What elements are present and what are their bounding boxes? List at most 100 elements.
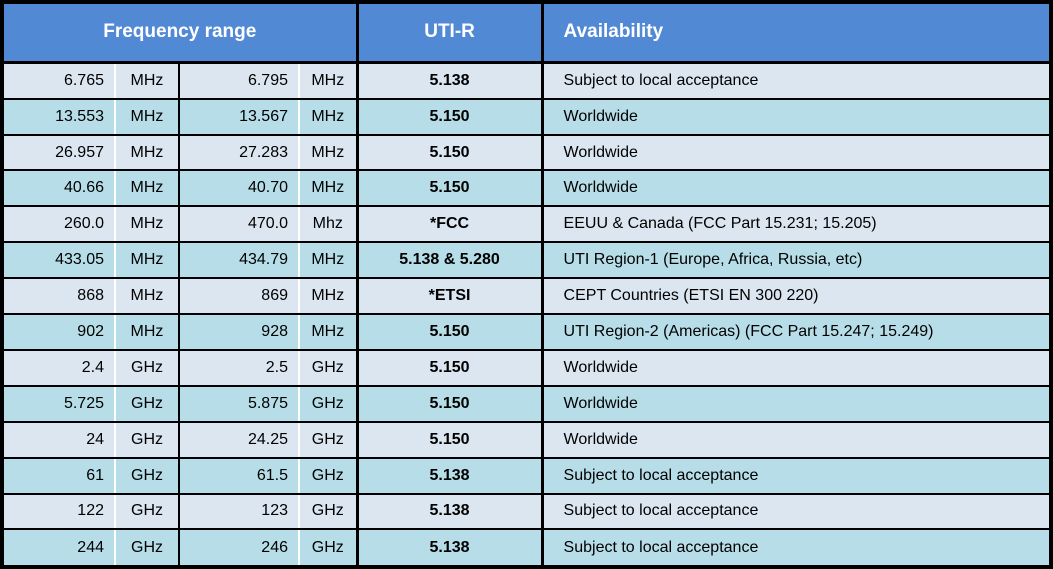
uti-r-value: 5.138 — [357, 529, 544, 568]
freq-from-unit: GHz — [115, 349, 180, 387]
freq-from-unit: MHz — [115, 170, 180, 208]
table-row: 122 GHz 123 GHz 5.138 Subject to local accept… — [2, 493, 1051, 531]
freq-from-value: 40.66 — [2, 170, 116, 208]
freq-from-unit: GHz — [115, 385, 180, 423]
table-row: 6.765 MHz 6.795 MHz 5.138 Subject to local ac… — [2, 62, 1051, 100]
freq-from-unit: MHz — [115, 206, 180, 244]
table-row: 40.66 MHz 40.70 MHz 5.150 Worldwide — [2, 170, 1051, 208]
freq-to-value: 6.795 — [179, 62, 300, 100]
uti-r-value: *FCC — [357, 206, 544, 244]
freq-from-value: 2.4 — [2, 349, 116, 387]
header-availability: Availability — [542, 2, 1051, 64]
availability-value: CEPT Countries (ETSI EN 300 220) — [542, 278, 1051, 316]
freq-from-value: 26.957 — [2, 134, 116, 172]
freq-from-value: 433.05 — [2, 242, 116, 280]
table-row: 26.957 MHz 27.283 MHz 5.150 Worldwide — [2, 134, 1051, 172]
freq-from-value: 24 — [2, 421, 116, 459]
freq-to-unit: MHz — [299, 242, 359, 280]
availability-value: Worldwide — [542, 385, 1051, 423]
freq-to-unit: MHz — [299, 134, 359, 172]
availability-value: Worldwide — [542, 170, 1051, 208]
freq-from-value: 13.553 — [2, 98, 116, 136]
freq-to-value: 40.70 — [179, 170, 300, 208]
freq-from-unit: MHz — [115, 134, 180, 172]
uti-r-value: 5.138 — [357, 493, 544, 531]
header-row: Frequency range UTI-R Availability — [2, 2, 1051, 64]
uti-r-value: 5.138 — [357, 62, 544, 100]
freq-from-unit: MHz — [115, 98, 180, 136]
table-row: 902 MHz 928 MHz 5.150 UTI Region-2 (Americas)… — [2, 314, 1051, 351]
availability-value: Subject to local acceptance — [542, 457, 1051, 495]
freq-from-value: 5.725 — [2, 385, 116, 423]
freq-to-unit: Mhz — [299, 206, 359, 244]
freq-from-unit: MHz — [115, 314, 180, 351]
availability-value: EEUU & Canada (FCC Part 15.231; 15.205) — [542, 206, 1051, 244]
freq-from-unit: GHz — [115, 529, 180, 568]
availability-value: Subject to local acceptance — [542, 493, 1051, 531]
freq-to-value: 13.567 — [179, 98, 300, 136]
availability-value: UTI Region-1 (Europe, Africa, Russia, et… — [542, 242, 1051, 280]
uti-r-value: 5.150 — [357, 170, 544, 208]
freq-to-unit: MHz — [299, 98, 359, 136]
freq-to-unit: GHz — [299, 349, 359, 387]
uti-r-value: 5.150 — [357, 349, 544, 387]
freq-to-unit: GHz — [299, 421, 359, 459]
header-uti-r: UTI-R — [357, 2, 544, 64]
table-row: 2.4 GHz 2.5 GHz 5.150 Worldwide — [2, 349, 1051, 387]
table-row: 61 GHz 61.5 GHz 5.138 Subject to local accept… — [2, 457, 1051, 495]
freq-from-unit: MHz — [115, 242, 180, 280]
availability-value: UTI Region-2 (Americas) (FCC Part 15.247… — [542, 314, 1051, 351]
freq-to-value: 123 — [179, 493, 300, 531]
freq-from-value: 868 — [2, 278, 116, 316]
availability-value: Subject to local acceptance — [542, 529, 1051, 568]
freq-from-value: 260.0 — [2, 206, 116, 244]
uti-r-value: 5.138 & 5.280 — [357, 242, 544, 280]
freq-to-unit: GHz — [299, 457, 359, 495]
table-row: 244 GHz 246 GHz 5.138 Subject to local accept… — [2, 529, 1051, 568]
freq-to-value: 928 — [179, 314, 300, 351]
freq-to-unit: MHz — [299, 62, 359, 100]
freq-to-value: 61.5 — [179, 457, 300, 495]
uti-r-value: 5.138 — [357, 457, 544, 495]
table-row: 13.553 MHz 13.567 MHz 5.150 Worldwide — [2, 98, 1051, 136]
uti-r-value: 5.150 — [357, 385, 544, 423]
table-row: 24 GHz 24.25 GHz 5.150 Worldwide — [2, 421, 1051, 459]
uti-r-value: 5.150 — [357, 98, 544, 136]
availability-value: Worldwide — [542, 134, 1051, 172]
header-frequency-range: Frequency range — [2, 2, 359, 64]
freq-to-unit: GHz — [299, 529, 359, 568]
availability-value: Subject to local acceptance — [542, 62, 1051, 100]
availability-value: Worldwide — [542, 98, 1051, 136]
freq-to-unit: GHz — [299, 493, 359, 531]
uti-r-value: 5.150 — [357, 314, 544, 351]
table-row: 260.0 MHz 470.0 Mhz *FCC EEUU & Canada (FCC P… — [2, 206, 1051, 244]
availability-value: Worldwide — [542, 421, 1051, 459]
uti-r-value: 5.150 — [357, 421, 544, 459]
freq-to-value: 5.875 — [179, 385, 300, 423]
table-row: 868 MHz 869 MHz *ETSI CEPT Countries (ETSI EN… — [2, 278, 1051, 316]
freq-from-unit: GHz — [115, 421, 180, 459]
freq-from-value: 902 — [2, 314, 116, 351]
freq-from-unit: GHz — [115, 457, 180, 495]
table-body: 6.765 MHz 6.795 MHz 5.138 Subject to local ac… — [2, 62, 1051, 568]
freq-from-unit: MHz — [115, 62, 180, 100]
freq-to-unit: MHz — [299, 170, 359, 208]
freq-from-value: 61 — [2, 457, 116, 495]
freq-to-value: 869 — [179, 278, 300, 316]
freq-to-value: 2.5 — [179, 349, 300, 387]
table-row: 433.05 MHz 434.79 MHz 5.138 & 5.280 UTI Regio… — [2, 242, 1051, 280]
freq-from-unit: GHz — [115, 493, 180, 531]
freq-to-unit: MHz — [299, 314, 359, 351]
availability-value: Worldwide — [542, 349, 1051, 387]
freq-to-value: 24.25 — [179, 421, 300, 459]
uti-r-value: 5.150 — [357, 134, 544, 172]
table-row: 5.725 GHz 5.875 GHz 5.150 Worldwide — [2, 385, 1051, 423]
freq-to-unit: MHz — [299, 278, 359, 316]
freq-to-value: 27.283 — [179, 134, 300, 172]
uti-r-value: *ETSI — [357, 278, 544, 316]
freq-to-unit: GHz — [299, 385, 359, 423]
freq-to-value: 246 — [179, 529, 300, 568]
freq-from-value: 244 — [2, 529, 116, 568]
freq-from-value: 122 — [2, 493, 116, 531]
